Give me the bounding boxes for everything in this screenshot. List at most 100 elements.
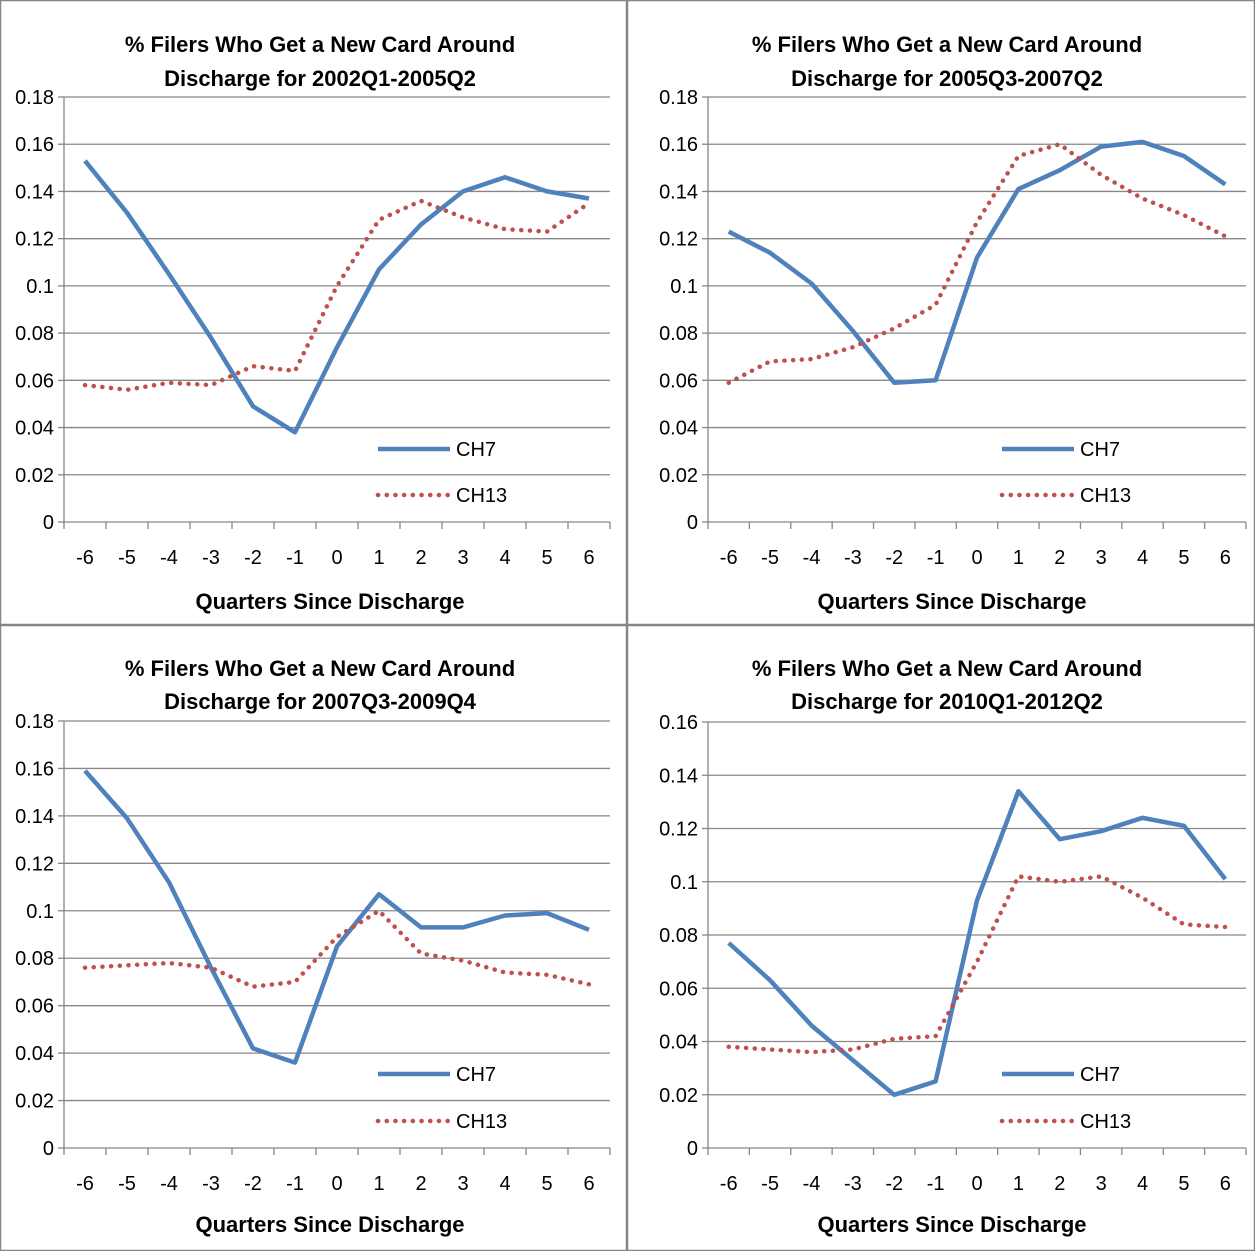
x-tick-label: 0 — [971, 547, 982, 569]
x-tick-labels: -6 -5 -4 -3 -2 -1 0 1 2 3 4 5 6 — [720, 1173, 1231, 1195]
x-tick-label: 5 — [541, 547, 552, 569]
x-tick-label: 1 — [373, 547, 384, 569]
chart-border — [0, 625, 627, 1251]
y-tick-label: 0.14 — [15, 181, 54, 203]
x-tick-label: -6 — [76, 547, 94, 569]
chart-title-line: % Filers Who Get a New Card Around — [752, 32, 1142, 57]
y-gridlines — [64, 96, 610, 476]
y-tick-label: 0.16 — [15, 758, 54, 780]
y-tick-label: 0.04 — [659, 418, 698, 440]
chart-title: % Filers Who Get a New Card Around Discha… — [125, 32, 515, 91]
y-tick-label: 0.1 — [670, 872, 698, 894]
y-tick-label: 0.08 — [659, 925, 698, 947]
y-tick-labels: 0 0.02 0.04 0.06 0.08 0.1 0.12 0.14 0.16 0.18 — [659, 87, 698, 534]
x-tick-labels: -6 -5 -4 -3 -2 -1 0 1 2 3 4 5 6 — [76, 547, 594, 569]
y-tick-label: 0.04 — [15, 418, 54, 440]
y-tick-label: 0.06 — [15, 370, 54, 392]
x-tick-label: -5 — [761, 547, 779, 569]
x-tick-label: -3 — [844, 547, 862, 569]
x-tick-label: -2 — [244, 547, 262, 569]
y-tick-label: 0.12 — [659, 229, 698, 251]
chart-border — [627, 0, 1255, 625]
y-tick-label: 0.02 — [659, 465, 698, 487]
x-tick-label: 3 — [457, 547, 468, 569]
legend-label-ch13: CH13 — [456, 1111, 507, 1133]
x-tick-label: -4 — [160, 547, 178, 569]
x-tick-label: -6 — [76, 1173, 94, 1195]
chart-title-line: Discharge for 2007Q3-2009Q4 — [164, 689, 477, 714]
x-axis-label: Quarters Since Discharge — [817, 589, 1086, 614]
legend: CH7 CH13 — [375, 439, 507, 507]
x-tick-label: 0 — [971, 1173, 982, 1195]
x-axis-label: Quarters Since Discharge — [195, 589, 464, 614]
y-gridlines — [708, 721, 1246, 1096]
series-line-ch7 — [83, 159, 590, 435]
x-tick-label: -2 — [885, 547, 903, 569]
x-tick-label: -5 — [118, 1173, 136, 1195]
y-tick-label: 0.06 — [15, 996, 54, 1018]
x-tick-label: -3 — [202, 547, 220, 569]
y-tick-label: 0.16 — [659, 134, 698, 156]
series-line-ch13 — [82, 198, 592, 393]
y-tick-label: 0 — [687, 512, 698, 534]
y-tick-label: 0.12 — [15, 229, 54, 251]
y-tick-labels: 0 0.02 0.04 0.06 0.08 0.1 0.12 0.14 0.16 — [659, 712, 698, 1160]
y-tick-label: 0.18 — [15, 87, 54, 109]
y-tick-label: 0.08 — [15, 948, 54, 970]
x-tick-label: 2 — [415, 1173, 426, 1195]
x-tick-label: 2 — [1054, 547, 1065, 569]
y-tick-label: 0.12 — [659, 819, 698, 841]
x-tick-label: 0 — [331, 1173, 342, 1195]
chart-svg: % Filers Who Get a New Card Around Discha… — [0, 625, 627, 1251]
y-tick-label: 0.12 — [15, 853, 54, 875]
x-tick-label: 1 — [373, 1173, 384, 1195]
legend: CH7 CH13 — [375, 1064, 507, 1133]
chart-border — [0, 0, 627, 625]
x-tick-label: -1 — [927, 547, 945, 569]
chart-title-line: Discharge for 2010Q1-2012Q2 — [791, 689, 1103, 714]
x-tick-label: 4 — [499, 547, 510, 569]
y-tick-label: 0 — [43, 512, 54, 534]
x-tick-label: 5 — [541, 1173, 552, 1195]
x-tick-label: -6 — [720, 1173, 738, 1195]
chart-panel-2: % Filers Who Get a New Card Around Discha… — [627, 0, 1255, 625]
y-tick-label: 0.1 — [26, 901, 54, 923]
x-tick-label: 3 — [457, 1173, 468, 1195]
series-line-ch7 — [727, 139, 1227, 385]
chart-panel-3: % Filers Who Get a New Card Around Discha… — [0, 625, 627, 1251]
y-tick-label: 0 — [687, 1138, 698, 1160]
x-axis-label: Quarters Since Discharge — [817, 1212, 1086, 1237]
y-tick-label: 0.1 — [670, 276, 698, 298]
y-tick-labels: 0 0.02 0.04 0.06 0.08 0.1 0.12 0.14 0.16 0.18 — [15, 87, 54, 534]
x-tick-label: -4 — [803, 1173, 821, 1195]
chart-svg: % Filers Who Get a New Card Around Discha… — [627, 0, 1255, 625]
x-tick-label: 2 — [415, 547, 426, 569]
chart-panel-4: % Filers Who Get a New Card Around Discha… — [627, 625, 1255, 1251]
x-tick-label: -3 — [844, 1173, 862, 1195]
y-tick-label: 0.16 — [659, 712, 698, 734]
legend: CH7 CH13 — [999, 439, 1131, 507]
chart-border — [627, 625, 1255, 1251]
y-tick-label: 0.02 — [15, 1091, 54, 1113]
x-tick-label: 4 — [499, 1173, 510, 1195]
legend-label-ch13: CH13 — [1080, 1111, 1131, 1133]
x-tick-label: -1 — [286, 547, 304, 569]
y-tick-label: 0.16 — [15, 134, 54, 156]
chart-title: % Filers Who Get a New Card Around Discha… — [752, 32, 1142, 91]
series-line-ch7 — [83, 769, 590, 1065]
x-tick-label: -1 — [286, 1173, 304, 1195]
chart-title-line: % Filers Who Get a New Card Around — [125, 656, 515, 681]
series-line-ch13 — [726, 874, 1228, 1055]
y-tick-label: 0.04 — [15, 1043, 54, 1065]
y-tick-labels: 0 0.02 0.04 0.06 0.08 0.1 0.12 0.14 0.16 0.18 — [15, 711, 54, 1160]
legend: CH7 CH13 — [999, 1064, 1131, 1133]
x-tick-label: 6 — [583, 547, 594, 569]
legend-label-ch13: CH13 — [456, 485, 507, 507]
x-tick-label: 0 — [331, 547, 342, 569]
chart-title: % Filers Who Get a New Card Around Discha… — [752, 656, 1142, 714]
x-tick-label: 4 — [1137, 1173, 1148, 1195]
y-tick-label: 0.18 — [15, 711, 54, 733]
legend-label-ch7: CH7 — [456, 1064, 496, 1086]
chart-svg: % Filers Who Get a New Card Around Discha… — [627, 625, 1255, 1251]
